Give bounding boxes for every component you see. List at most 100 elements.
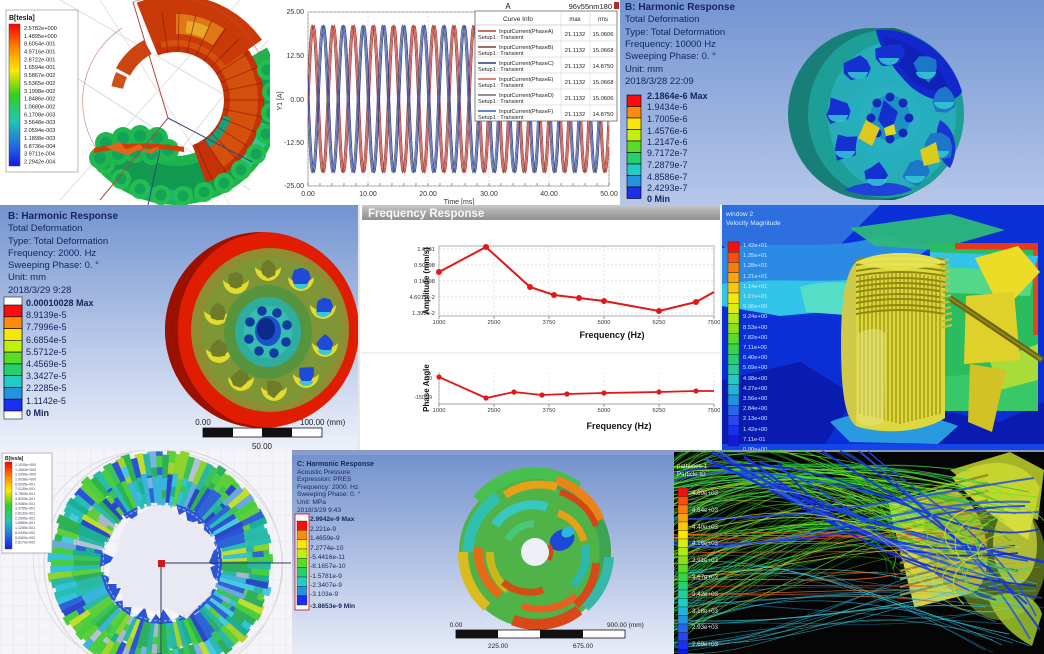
svg-text:-5.4416e-11: -5.4416e-11: [310, 554, 345, 561]
svg-text:9.96e+00: 9.96e+00: [743, 304, 767, 310]
svg-text:7.0130e-001: 7.0130e-001: [15, 487, 35, 491]
svg-text:15.0668: 15.0668: [593, 80, 614, 86]
svg-text:pathlines-1: pathlines-1: [677, 463, 708, 470]
svg-text:7.2774e-10: 7.2774e-10: [310, 545, 344, 552]
svg-text:Sweeping Phase: 0. °: Sweeping Phase: 0. °: [625, 51, 716, 62]
svg-text:4.27e+00: 4.27e+00: [743, 386, 767, 392]
svg-text:Velocity Magnitude: Velocity Magnitude: [726, 220, 781, 227]
svg-text:4.16e+03: 4.16e+03: [692, 540, 719, 547]
svg-text:Acoustic Pressure: Acoustic Pressure: [297, 469, 350, 476]
svg-text:2.69e+03: 2.69e+03: [692, 641, 719, 648]
svg-text:21.1132: 21.1132: [565, 64, 586, 70]
svg-text:3.1998e-002: 3.1998e-002: [24, 89, 55, 95]
svg-text:Sweeping Phase: 0. °: Sweeping Phase: 0. °: [8, 260, 99, 271]
svg-text:0.00: 0.00: [195, 418, 211, 427]
svg-text:15.0606: 15.0606: [593, 32, 614, 38]
svg-text:-3.103e-9: -3.103e-9: [310, 591, 339, 598]
svg-text:1.14e+01: 1.14e+01: [743, 284, 767, 290]
svg-text:2.9942e-9 Max: 2.9942e-9 Max: [310, 516, 355, 523]
svg-text:14.8750: 14.8750: [593, 112, 614, 118]
svg-text:96v55nm180: 96v55nm180: [569, 2, 612, 11]
svg-text:3.5648e-003: 3.5648e-003: [24, 120, 55, 126]
svg-text:1.0680e-002: 1.0680e-002: [24, 105, 55, 111]
svg-text:Unit: mm: Unit: mm: [8, 272, 46, 283]
svg-text:6250: 6250: [653, 408, 666, 414]
svg-text:9.7172e-7: 9.7172e-7: [647, 148, 688, 158]
svg-text:6.6854e-5: 6.6854e-5: [26, 335, 67, 345]
svg-text:Frequency Response: Frequency Response: [368, 208, 484, 220]
svg-text:8.9139e-5: 8.9139e-5: [26, 310, 67, 320]
svg-text:25.00: 25.00: [286, 9, 304, 16]
svg-text:0.50198: 0.50198: [414, 263, 435, 269]
svg-text:12.50: 12.50: [286, 53, 304, 60]
svg-text:3.3427e-5: 3.3427e-5: [26, 371, 67, 381]
svg-text:1.21e+01: 1.21e+01: [743, 274, 767, 280]
svg-text:4.8586e-7: 4.8586e-7: [647, 172, 688, 182]
svg-text:3.56e+00: 3.56e+00: [743, 396, 767, 402]
svg-text:B: Harmonic Response: B: Harmonic Response: [625, 2, 735, 13]
svg-text:1.0038e+000: 1.0038e+000: [15, 478, 36, 482]
svg-text:3.9380e-001: 3.9380e-001: [15, 502, 35, 506]
svg-text:2.84e+00: 2.84e+00: [743, 406, 767, 412]
svg-text:30.00: 30.00: [480, 191, 498, 198]
svg-text:1.6880e-001: 1.6880e-001: [15, 521, 35, 525]
svg-text:Frequency (Hz): Frequency (Hz): [586, 421, 651, 431]
svg-text:3750: 3750: [543, 320, 556, 326]
svg-text:Phase Angle: Phase Angle: [422, 364, 431, 412]
svg-text:20.00: 20.00: [419, 191, 437, 198]
svg-text:2.5782e+000: 2.5782e+000: [24, 26, 57, 32]
svg-text:Setup1 : Transient: Setup1 : Transient: [478, 115, 524, 121]
svg-text:-2.3407e-9: -2.3407e-9: [310, 582, 342, 589]
svg-text:1.8486e-002: 1.8486e-002: [24, 97, 55, 103]
svg-text:InputCurrent(PhaseB): InputCurrent(PhaseB): [499, 45, 554, 51]
svg-text:5.6300e-002: 5.6300e-002: [15, 536, 35, 540]
svg-text:Setup1 : Transient: Setup1 : Transient: [478, 67, 524, 73]
svg-text:3.18e+03: 3.18e+03: [692, 608, 719, 615]
svg-text:Type: Total Deformation: Type: Total Deformation: [8, 236, 108, 247]
svg-text:Time [ms]: Time [ms]: [444, 199, 475, 205]
svg-text:Total Deformation: Total Deformation: [8, 223, 82, 234]
svg-text:9.24e+00: 9.24e+00: [743, 314, 767, 320]
svg-text:2.8130e-001: 2.8130e-001: [15, 512, 35, 516]
svg-text:3.9711e-004: 3.9711e-004: [24, 152, 55, 158]
svg-text:15.0606: 15.0606: [593, 96, 614, 102]
svg-text:-1.5781e-9: -1.5781e-9: [310, 573, 342, 580]
svg-text:2.2285e-5: 2.2285e-5: [26, 383, 67, 393]
svg-text:Expression: PRES: Expression: PRES: [297, 476, 352, 483]
svg-text:8.5255e-001: 8.5255e-001: [15, 482, 35, 486]
svg-text:B: Harmonic Response: B: Harmonic Response: [8, 211, 118, 222]
svg-text:1.07e+01: 1.07e+01: [743, 294, 767, 300]
svg-text:1.4895e+000: 1.4895e+000: [24, 34, 57, 40]
svg-text:3.3755e-001: 3.3755e-001: [15, 507, 35, 511]
svg-text:7.11e+00: 7.11e+00: [743, 345, 767, 351]
svg-text:2500: 2500: [488, 408, 501, 414]
svg-text:1000: 1000: [433, 320, 446, 326]
svg-text:15.0668: 15.0668: [593, 48, 614, 54]
svg-text:Setup1 : Transient: Setup1 : Transient: [478, 35, 524, 41]
svg-text:6.1708e-003: 6.1708e-003: [24, 112, 55, 118]
svg-text:-25.00: -25.00: [284, 183, 304, 190]
svg-text:1.6981: 1.6981: [417, 247, 435, 253]
svg-text:2.1035e+000: 2.1035e+000: [15, 463, 36, 467]
svg-text:rms: rms: [598, 17, 608, 23]
svg-text:4.89e+03: 4.89e+03: [692, 490, 719, 497]
svg-text:2.1864e-6 Max: 2.1864e-6 Max: [647, 91, 708, 101]
svg-text:1.1898e-003: 1.1898e-003: [24, 136, 55, 142]
svg-text:7.2879e-7: 7.2879e-7: [647, 160, 688, 170]
svg-text:7.7996e-5: 7.7996e-5: [26, 322, 67, 332]
svg-text:InputCurrent(PhaseF): InputCurrent(PhaseF): [499, 109, 553, 115]
svg-text:C: Harmonic Response: C: Harmonic Response: [297, 461, 374, 468]
svg-text:2.13e+00: 2.13e+00: [743, 416, 767, 422]
svg-text:100.00 (mm): 100.00 (mm): [300, 418, 346, 427]
svg-text:1000: 1000: [433, 408, 446, 414]
svg-text:-150.29: -150.29: [414, 395, 432, 401]
svg-text:21.1132: 21.1132: [565, 80, 586, 86]
svg-text:-3.8653e-9 Min: -3.8653e-9 Min: [310, 603, 355, 610]
svg-text:900.00 (mm): 900.00 (mm): [607, 622, 644, 629]
svg-text:4.98e+00: 4.98e+00: [743, 376, 767, 382]
svg-text:Unit: mm: Unit: mm: [625, 64, 663, 75]
svg-text:Setup1 : Transient: Setup1 : Transient: [478, 83, 524, 89]
svg-text:Unit: MPa: Unit: MPa: [297, 499, 326, 506]
svg-text:21.1132: 21.1132: [565, 48, 586, 54]
svg-text:0.00: 0.00: [450, 622, 463, 629]
